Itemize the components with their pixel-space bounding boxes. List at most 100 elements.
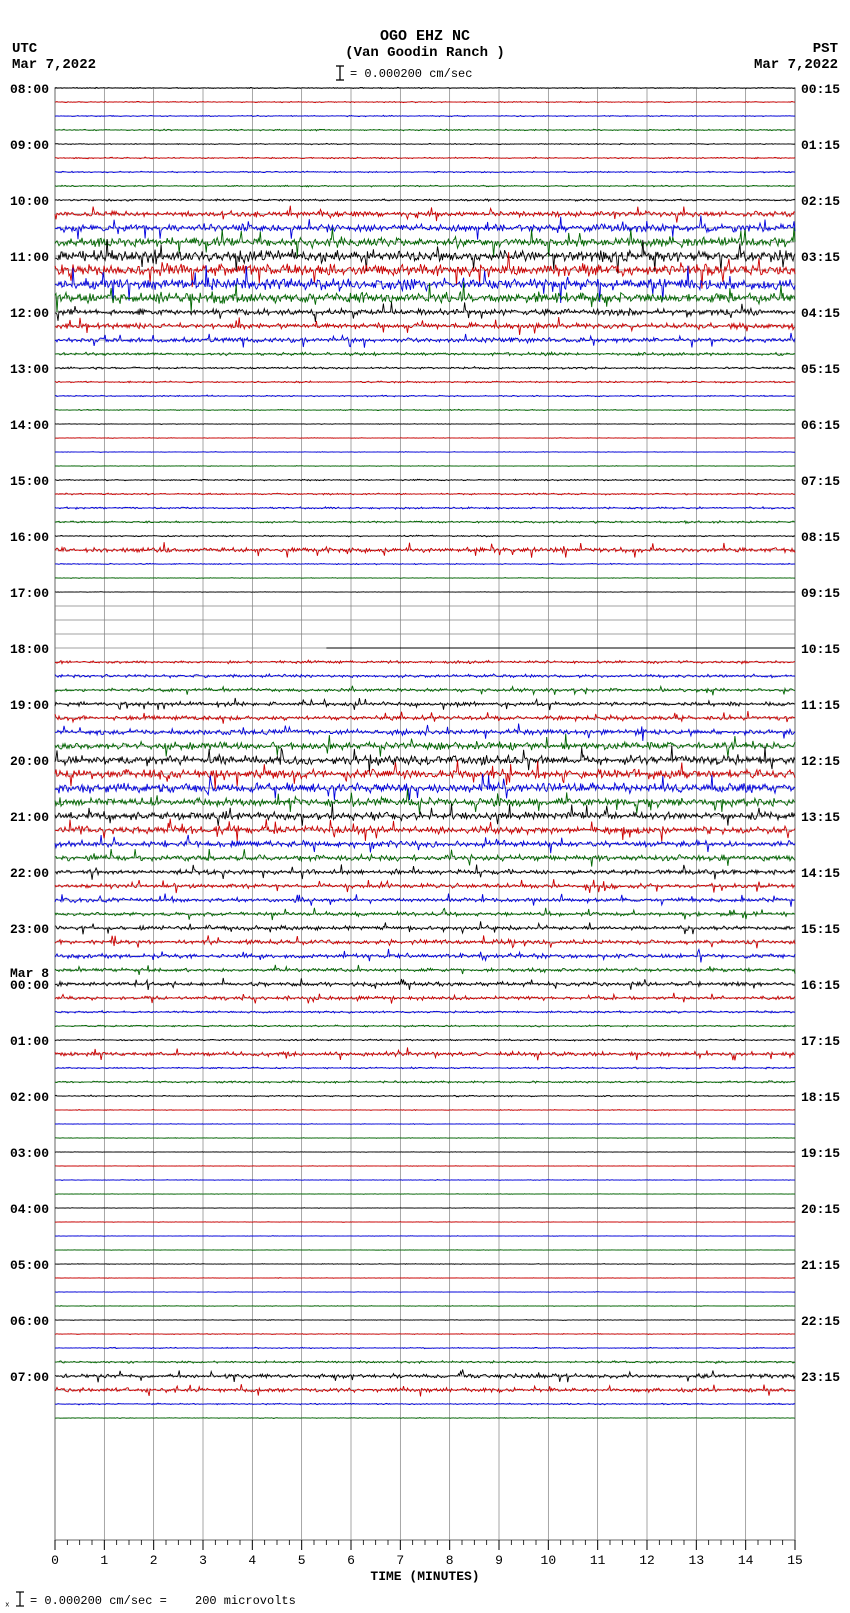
right-hour-label: 05:15 xyxy=(801,362,840,377)
seismic-trace xyxy=(55,521,795,524)
seismic-trace xyxy=(55,381,795,383)
right-hour-label: 23:15 xyxy=(801,1370,840,1385)
seismic-trace xyxy=(55,1067,795,1069)
right-hour-label: 16:15 xyxy=(801,978,840,993)
right-hour-label: 04:15 xyxy=(801,306,840,321)
seismic-trace xyxy=(55,1370,795,1383)
left-tz-label: UTC xyxy=(12,41,38,57)
right-hour-label: 00:15 xyxy=(801,82,840,97)
seismic-trace xyxy=(55,1333,795,1334)
plot-border xyxy=(55,88,795,1540)
left-hour-label: 10:00 xyxy=(10,194,49,209)
seismic-trace xyxy=(55,734,795,757)
footer-scale: = 0.000200 cm/sec = xyxy=(30,1594,167,1608)
seismic-trace xyxy=(55,157,795,159)
seismic-trace xyxy=(55,563,795,565)
seismic-trace xyxy=(55,760,795,789)
seismic-trace xyxy=(55,409,795,410)
left-hour-label: 11:00 xyxy=(10,250,49,265)
right-hour-label: 19:15 xyxy=(801,1146,840,1161)
left-hour-label: 23:00 xyxy=(10,922,49,937)
seismic-trace xyxy=(55,1047,795,1060)
x-tick-label: 5 xyxy=(298,1553,306,1568)
right-hour-label: 18:15 xyxy=(801,1090,840,1105)
left-hour-label: 17:00 xyxy=(10,586,49,601)
seismic-trace xyxy=(55,143,795,144)
seismic-trace xyxy=(55,438,795,439)
x-tick-label: 10 xyxy=(541,1553,557,1568)
footer-microvolts: 200 microvolts xyxy=(195,1594,296,1608)
seismogram-svg: OGO EHZ NC(Van Goodin Ranch )= 0.000200 … xyxy=(0,0,850,1613)
x-tick-label: 2 xyxy=(150,1553,158,1568)
left-hour-label: 21:00 xyxy=(10,810,49,825)
left-hour-label: 01:00 xyxy=(10,1034,49,1049)
x-tick-label: 8 xyxy=(446,1553,454,1568)
x-tick-label: 11 xyxy=(590,1553,606,1568)
left-hour-label: 22:00 xyxy=(10,866,49,881)
x-tick-label: 14 xyxy=(738,1553,754,1568)
left-hour-label: 06:00 xyxy=(10,1314,49,1329)
x-tick-label: 15 xyxy=(787,1553,803,1568)
seismic-trace xyxy=(55,185,795,187)
right-hour-label: 12:15 xyxy=(801,754,840,769)
x-tick-label: 4 xyxy=(248,1553,256,1568)
seismic-trace xyxy=(55,803,795,826)
right-hour-label: 17:15 xyxy=(801,1034,840,1049)
right-hour-label: 14:15 xyxy=(801,866,840,881)
left-hour-label: 04:00 xyxy=(10,1202,49,1217)
right-hour-label: 03:15 xyxy=(801,250,840,265)
right-hour-label: 21:15 xyxy=(801,1258,840,1273)
x-axis-label: TIME (MINUTES) xyxy=(370,1569,479,1584)
seismic-trace xyxy=(55,101,795,102)
seismic-trace xyxy=(55,1025,795,1027)
seismic-trace xyxy=(55,879,795,893)
footer-prefix: ₓ xyxy=(4,1598,11,1610)
scale-text: = 0.000200 cm/sec xyxy=(350,67,472,81)
seismic-trace xyxy=(55,1081,795,1084)
seismic-trace xyxy=(55,1278,795,1279)
seismic-trace xyxy=(55,978,795,990)
left-hour-label: 07:00 xyxy=(10,1370,49,1385)
right-hour-label: 02:15 xyxy=(801,194,840,209)
left-hour-label: 02:00 xyxy=(10,1090,49,1105)
left-hour-label: 13:00 xyxy=(10,362,49,377)
seismic-trace xyxy=(55,171,795,173)
left-hour-label: 05:00 xyxy=(10,1258,49,1273)
x-tick-label: 7 xyxy=(396,1553,404,1568)
left-hour-label: 03:00 xyxy=(10,1146,49,1161)
right-tz-date: Mar 7,2022 xyxy=(754,57,838,73)
seismogram-plot: { "header": { "station": "OGO EHZ NC", "… xyxy=(0,0,850,1613)
right-hour-label: 06:15 xyxy=(801,418,840,433)
left-hour-label: 20:00 xyxy=(10,754,49,769)
seismic-trace xyxy=(55,507,795,509)
station-code: OGO EHZ NC xyxy=(380,28,470,45)
left-hour-label: 09:00 xyxy=(10,138,49,153)
left-hour-label: 08:00 xyxy=(10,82,49,97)
seismic-trace xyxy=(55,686,795,696)
seismic-trace xyxy=(55,1208,795,1209)
left-hour-label: 12:00 xyxy=(10,306,49,321)
right-hour-label: 10:15 xyxy=(801,642,840,657)
x-tick-label: 1 xyxy=(100,1553,108,1568)
right-hour-label: 08:15 xyxy=(801,530,840,545)
seismic-trace xyxy=(55,479,795,481)
seismic-trace xyxy=(55,1152,795,1153)
right-tz-label: PST xyxy=(813,41,838,57)
right-hour-label: 20:15 xyxy=(801,1202,840,1217)
x-tick-label: 0 xyxy=(51,1553,59,1568)
seismic-trace xyxy=(55,592,795,593)
right-hour-label: 09:15 xyxy=(801,586,840,601)
x-tick-label: 9 xyxy=(495,1553,503,1568)
seismic-trace xyxy=(55,1361,795,1364)
left-hour-label: 19:00 xyxy=(10,698,49,713)
left-hour-label: 14:00 xyxy=(10,418,49,433)
x-tick-label: 13 xyxy=(689,1553,705,1568)
seismic-trace xyxy=(55,115,795,116)
right-hour-label: 13:15 xyxy=(801,810,840,825)
seismic-trace xyxy=(55,711,795,724)
right-hour-label: 15:15 xyxy=(801,922,840,937)
seismic-trace xyxy=(55,1194,795,1195)
x-tick-label: 3 xyxy=(199,1553,207,1568)
seismic-trace xyxy=(55,935,795,948)
left-hour-label: 18:00 xyxy=(10,642,49,657)
